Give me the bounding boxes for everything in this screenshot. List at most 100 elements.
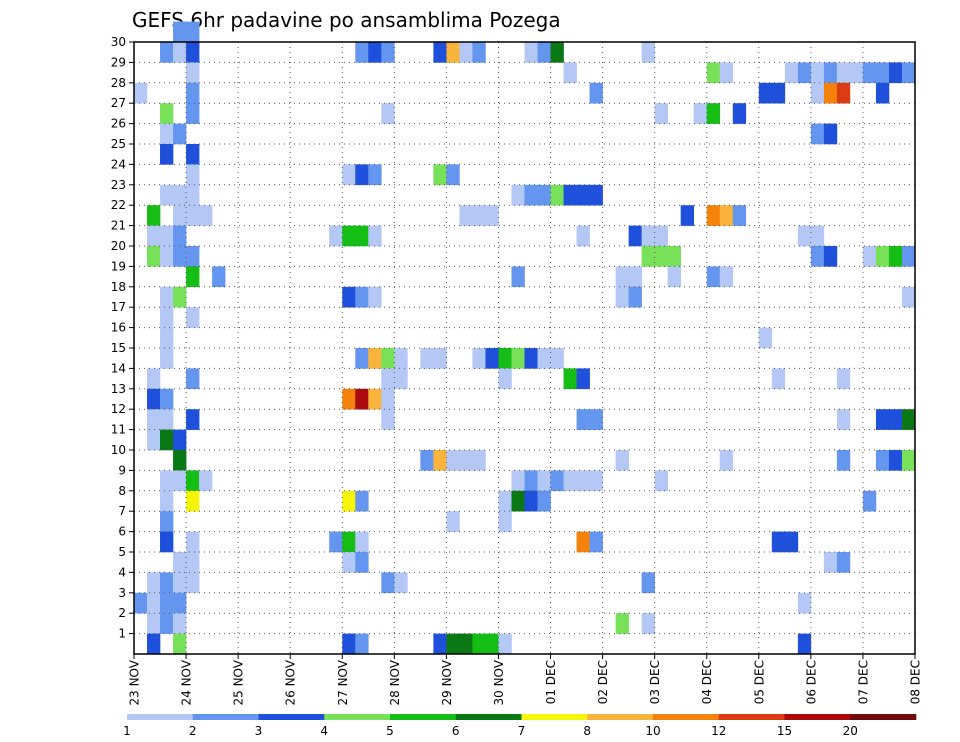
heatmap-cell xyxy=(186,82,200,104)
heatmap-cell xyxy=(654,470,668,492)
heatmap-cell xyxy=(147,246,161,267)
heatmap-cell xyxy=(355,164,369,186)
heatmap-cell xyxy=(615,613,629,634)
heatmap-cell xyxy=(186,552,200,573)
heatmap-cell xyxy=(511,266,525,288)
y-tick-label: 12 xyxy=(111,402,126,416)
heatmap-cell xyxy=(368,286,382,308)
heatmap-cell xyxy=(706,205,721,226)
y-tick-label: 3 xyxy=(118,586,126,600)
heatmap-cell xyxy=(485,205,499,226)
heatmap-cell xyxy=(342,531,356,553)
heatmap-cell xyxy=(355,42,369,63)
x-tick-label: 06 DEC xyxy=(804,660,818,704)
heatmap-cell xyxy=(368,42,382,63)
heatmap-cell xyxy=(563,184,577,206)
heatmap-cell xyxy=(160,307,174,328)
heatmap-cell xyxy=(537,470,551,492)
heatmap-cell xyxy=(186,184,200,206)
heatmap-cell xyxy=(589,470,603,492)
heatmap-cell xyxy=(576,531,590,553)
heatmap-cell xyxy=(381,368,395,390)
heatmap-cell xyxy=(173,246,187,267)
heatmap-cell xyxy=(394,368,408,390)
heatmap-cell xyxy=(342,225,356,247)
colorbar-label: 1 xyxy=(123,724,131,738)
heatmap-cell xyxy=(901,62,916,84)
heatmap-cell xyxy=(537,184,551,206)
heatmap-cell xyxy=(615,286,629,308)
heatmap-cell xyxy=(576,409,590,430)
heatmap-cell xyxy=(901,286,916,308)
heatmap-cell xyxy=(472,42,486,63)
heatmap-cell xyxy=(667,266,681,288)
heatmap-cell xyxy=(342,490,356,512)
heatmap-cell xyxy=(641,42,655,63)
heatmap-cell xyxy=(901,246,916,267)
heatmap-cell xyxy=(186,409,200,430)
heatmap-cell xyxy=(459,633,473,655)
heatmap-cell xyxy=(732,205,747,226)
heatmap-cell xyxy=(550,348,564,369)
heatmap-cell xyxy=(836,368,851,390)
heatmap-cell xyxy=(485,633,499,655)
y-tick-label: 26 xyxy=(111,117,126,131)
heatmap-cell xyxy=(186,531,200,553)
heatmap-cell xyxy=(355,388,369,410)
y-tick-label: 27 xyxy=(111,96,126,110)
x-tick-label: 03 DEC xyxy=(648,660,662,704)
heatmap-cell xyxy=(355,552,369,573)
heatmap-cell xyxy=(836,450,851,471)
heatmap-cell xyxy=(823,62,838,84)
heatmap-cell xyxy=(823,246,838,267)
heatmap-cell xyxy=(524,42,538,63)
heatmap-cell xyxy=(446,633,460,655)
y-tick-label: 5 xyxy=(118,545,126,559)
heatmap-cell xyxy=(160,531,174,553)
heatmap-cell xyxy=(160,613,174,634)
heatmap-cell xyxy=(459,450,473,471)
y-tick-label: 16 xyxy=(111,321,126,335)
heatmap-cell xyxy=(186,42,200,63)
heatmap-cell xyxy=(810,246,825,267)
heatmap-cell xyxy=(641,572,655,594)
heatmap-cell xyxy=(836,552,851,573)
heatmap-cell xyxy=(355,286,369,308)
heatmap-cell xyxy=(797,592,812,614)
heatmap-cell xyxy=(381,409,395,430)
heatmap-cell xyxy=(771,368,786,390)
heatmap-cell xyxy=(901,450,916,471)
heatmap-cell xyxy=(173,613,187,634)
y-tick-label: 23 xyxy=(111,178,126,192)
heatmap-cell xyxy=(563,470,577,492)
heatmap-cell xyxy=(160,103,174,124)
heatmap-cell xyxy=(433,348,447,369)
colorbar-label: 5 xyxy=(386,724,394,738)
heatmap-cell xyxy=(667,246,681,267)
heatmap-cell xyxy=(433,164,447,186)
heatmap-cell xyxy=(446,42,460,63)
heatmap-cell xyxy=(173,450,187,471)
heatmap-cell xyxy=(472,348,486,369)
heatmap-cell xyxy=(550,42,564,63)
heatmap-cell xyxy=(368,348,382,369)
heatmap-cell xyxy=(511,470,525,492)
heatmap-cell xyxy=(160,572,174,594)
heatmap-cell xyxy=(524,490,538,512)
heatmap-cell xyxy=(524,348,538,369)
heatmap-cell xyxy=(186,246,200,267)
heatmap-cell xyxy=(797,62,812,84)
heatmap-cell xyxy=(784,62,799,84)
colorbar-label: 12 xyxy=(711,724,726,738)
colorbar-label: 15 xyxy=(777,724,792,738)
heatmap-cell xyxy=(706,62,721,84)
colorbar-label: 4 xyxy=(320,724,328,738)
heatmap-cell xyxy=(134,82,148,104)
heatmap-cell xyxy=(368,225,382,247)
heatmap-cell xyxy=(485,348,499,369)
heatmap-cell xyxy=(342,164,356,186)
y-tick-label: 14 xyxy=(111,361,126,375)
heatmap-cell xyxy=(186,62,200,84)
colorbar-swatch xyxy=(784,714,851,720)
